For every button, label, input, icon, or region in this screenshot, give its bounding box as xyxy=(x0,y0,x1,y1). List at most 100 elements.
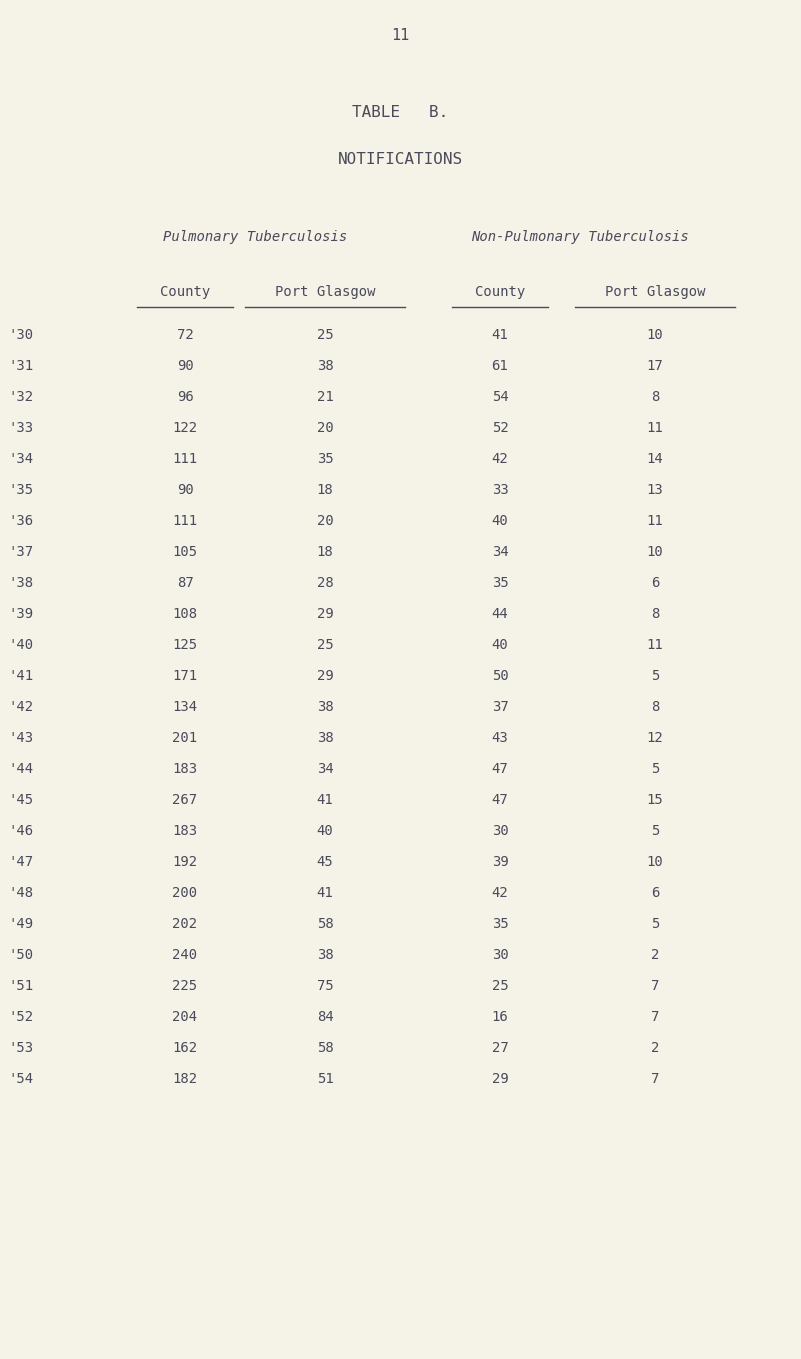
Text: Pulmonary Tuberculosis: Pulmonary Tuberculosis xyxy=(163,230,347,245)
Text: Port Glasgow: Port Glasgow xyxy=(275,285,375,299)
Text: 105: 105 xyxy=(172,545,198,559)
Text: 11: 11 xyxy=(646,421,663,435)
Text: 7: 7 xyxy=(650,978,659,993)
Text: 10: 10 xyxy=(646,855,663,868)
Text: 75: 75 xyxy=(316,978,333,993)
Text: 25: 25 xyxy=(316,328,333,342)
Text: 84: 84 xyxy=(316,1010,333,1023)
Text: 5: 5 xyxy=(650,917,659,931)
Text: Port Glasgow: Port Glasgow xyxy=(605,285,705,299)
Text: '45: '45 xyxy=(8,794,33,807)
Text: 2: 2 xyxy=(650,1041,659,1055)
Text: '47: '47 xyxy=(8,855,33,868)
Text: '36: '36 xyxy=(8,514,33,529)
Text: 45: 45 xyxy=(316,855,333,868)
Text: 183: 183 xyxy=(172,762,198,776)
Text: 6: 6 xyxy=(650,576,659,590)
Text: 38: 38 xyxy=(316,949,333,962)
Text: 134: 134 xyxy=(172,700,198,713)
Text: 13: 13 xyxy=(646,482,663,497)
Text: 87: 87 xyxy=(177,576,193,590)
Text: '37: '37 xyxy=(8,545,33,559)
Text: 38: 38 xyxy=(316,700,333,713)
Text: 25: 25 xyxy=(316,637,333,652)
Text: 27: 27 xyxy=(492,1041,509,1055)
Text: '46: '46 xyxy=(8,824,33,839)
Text: 162: 162 xyxy=(172,1041,198,1055)
Text: 25: 25 xyxy=(492,978,509,993)
Text: 38: 38 xyxy=(316,359,333,372)
Text: 52: 52 xyxy=(492,421,509,435)
Text: 29: 29 xyxy=(316,669,333,684)
Text: 7: 7 xyxy=(650,1072,659,1086)
Text: 204: 204 xyxy=(172,1010,198,1023)
Text: 5: 5 xyxy=(650,762,659,776)
Text: 21: 21 xyxy=(316,390,333,404)
Text: 90: 90 xyxy=(177,359,193,372)
Text: 35: 35 xyxy=(492,917,509,931)
Text: 225: 225 xyxy=(172,978,198,993)
Text: 96: 96 xyxy=(177,390,193,404)
Text: 34: 34 xyxy=(316,762,333,776)
Text: 183: 183 xyxy=(172,824,198,839)
Text: 7: 7 xyxy=(650,1010,659,1023)
Text: 90: 90 xyxy=(177,482,193,497)
Text: 201: 201 xyxy=(172,731,198,745)
Text: NOTIFICATIONS: NOTIFICATIONS xyxy=(337,152,462,167)
Text: 10: 10 xyxy=(646,328,663,342)
Text: 125: 125 xyxy=(172,637,198,652)
Text: 35: 35 xyxy=(492,576,509,590)
Text: 38: 38 xyxy=(316,731,333,745)
Text: '49: '49 xyxy=(8,917,33,931)
Text: 30: 30 xyxy=(492,949,509,962)
Text: '51: '51 xyxy=(8,978,33,993)
Text: '30: '30 xyxy=(8,328,33,342)
Text: 34: 34 xyxy=(492,545,509,559)
Text: 72: 72 xyxy=(177,328,193,342)
Text: 29: 29 xyxy=(316,607,333,621)
Text: County: County xyxy=(475,285,525,299)
Text: 37: 37 xyxy=(492,700,509,713)
Text: 111: 111 xyxy=(172,514,198,529)
Text: '43: '43 xyxy=(8,731,33,745)
Text: 6: 6 xyxy=(650,886,659,900)
Text: '38: '38 xyxy=(8,576,33,590)
Text: '41: '41 xyxy=(8,669,33,684)
Text: 42: 42 xyxy=(492,453,509,466)
Text: 20: 20 xyxy=(316,514,333,529)
Text: '44: '44 xyxy=(8,762,33,776)
Text: 54: 54 xyxy=(492,390,509,404)
Text: '42: '42 xyxy=(8,700,33,713)
Text: 41: 41 xyxy=(316,794,333,807)
Text: '50: '50 xyxy=(8,949,33,962)
Text: 200: 200 xyxy=(172,886,198,900)
Text: '39: '39 xyxy=(8,607,33,621)
Text: County: County xyxy=(160,285,210,299)
Text: 17: 17 xyxy=(646,359,663,372)
Text: 8: 8 xyxy=(650,700,659,713)
Text: 20: 20 xyxy=(316,421,333,435)
Text: 58: 58 xyxy=(316,1041,333,1055)
Text: 18: 18 xyxy=(316,482,333,497)
Text: 50: 50 xyxy=(492,669,509,684)
Text: '34: '34 xyxy=(8,453,33,466)
Text: 8: 8 xyxy=(650,607,659,621)
Text: '54: '54 xyxy=(8,1072,33,1086)
Text: 58: 58 xyxy=(316,917,333,931)
Text: 192: 192 xyxy=(172,855,198,868)
Text: 5: 5 xyxy=(650,824,659,839)
Text: 39: 39 xyxy=(492,855,509,868)
Text: 11: 11 xyxy=(646,637,663,652)
Text: '52: '52 xyxy=(8,1010,33,1023)
Text: '40: '40 xyxy=(8,637,33,652)
Text: 40: 40 xyxy=(492,637,509,652)
Text: 43: 43 xyxy=(492,731,509,745)
Text: '35: '35 xyxy=(8,482,33,497)
Text: TABLE   B.: TABLE B. xyxy=(352,105,448,120)
Text: '32: '32 xyxy=(8,390,33,404)
Text: 202: 202 xyxy=(172,917,198,931)
Text: 2: 2 xyxy=(650,949,659,962)
Text: Non-Pulmonary Tuberculosis: Non-Pulmonary Tuberculosis xyxy=(471,230,689,245)
Text: 12: 12 xyxy=(646,731,663,745)
Text: '48: '48 xyxy=(8,886,33,900)
